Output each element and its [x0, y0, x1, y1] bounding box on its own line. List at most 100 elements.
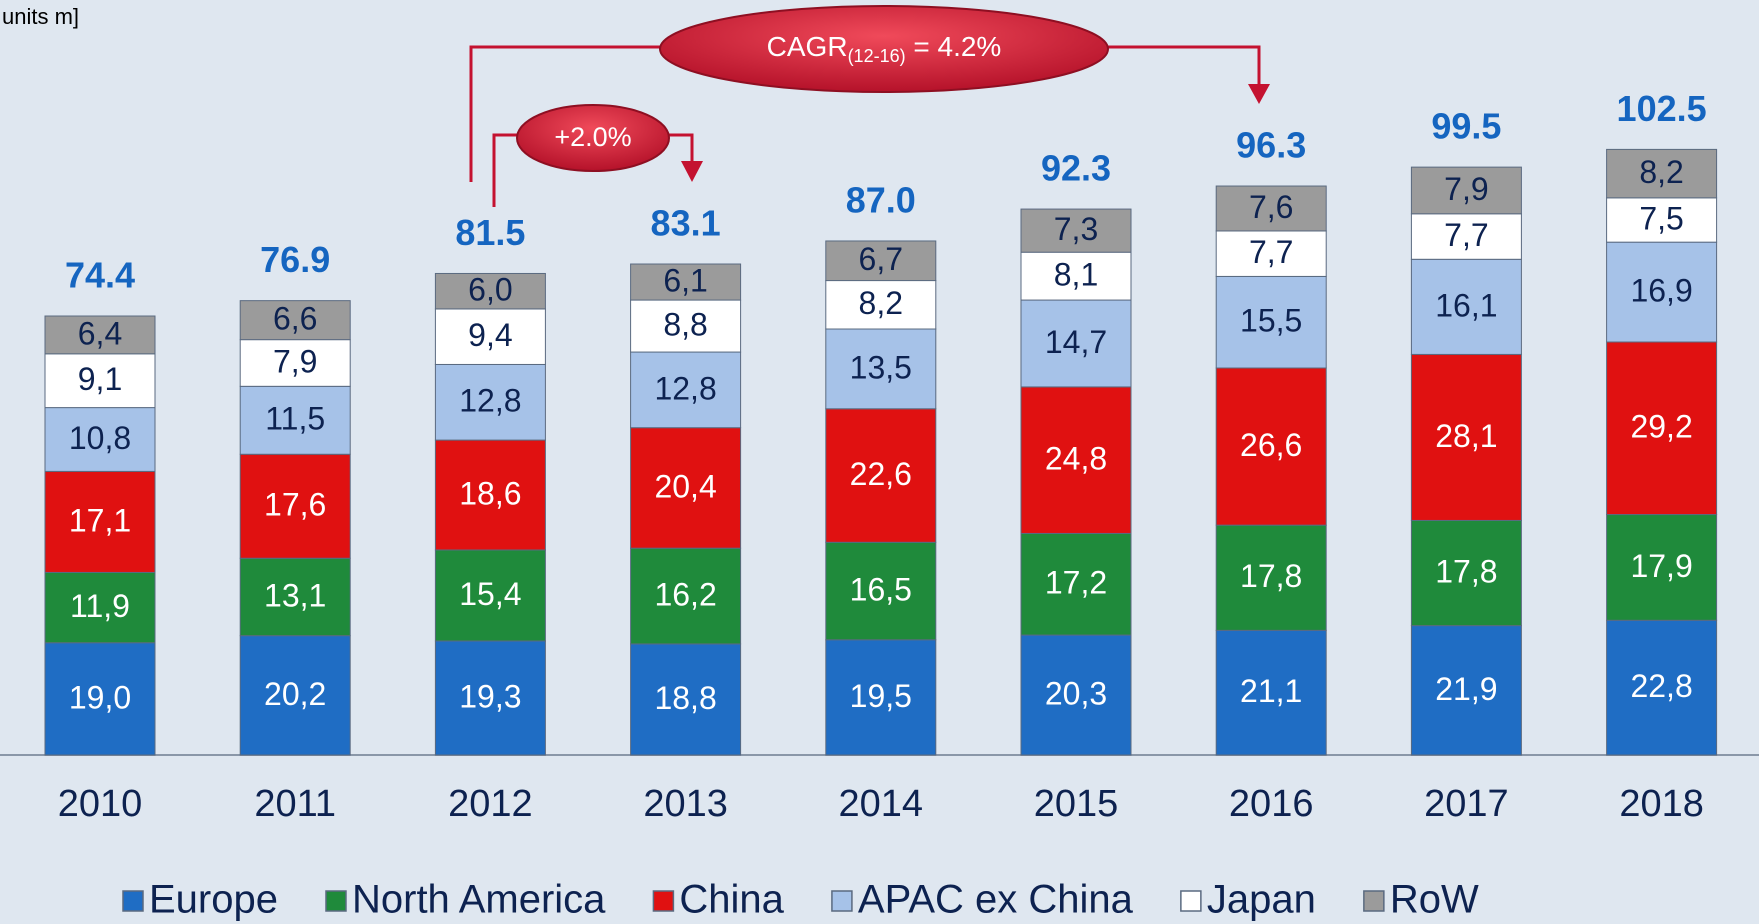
legend-label: RoW — [1390, 878, 1479, 922]
bar-segment — [434, 363, 546, 441]
cagr-subscript: (12-16) — [848, 46, 906, 66]
x-tick-label: 2012 — [448, 783, 533, 825]
bar-segment — [1020, 299, 1132, 388]
legend-label: China — [679, 878, 784, 922]
cagr-bubble — [659, 5, 1109, 93]
bar-segment — [1606, 241, 1718, 343]
value-label: 17,8 — [1240, 558, 1302, 594]
value-label: 7,7 — [1249, 234, 1293, 270]
x-tick-label: 2010 — [58, 783, 143, 825]
bar-segment — [1410, 166, 1522, 215]
bar-segment — [239, 385, 351, 455]
total-label: 102.5 — [1617, 88, 1707, 129]
value-label: 6,4 — [78, 315, 122, 351]
value-label: 8,2 — [859, 285, 903, 321]
value-label: 8,2 — [1639, 154, 1683, 190]
value-label: 20,4 — [654, 468, 716, 504]
value-label: 19,0 — [69, 679, 131, 715]
x-tick-label: 2018 — [1619, 783, 1704, 825]
value-label: 16,2 — [654, 577, 716, 613]
value-label: 26,6 — [1240, 427, 1302, 463]
growth-connector — [492, 133, 520, 207]
arrowhead — [681, 161, 703, 182]
bar-segment — [630, 351, 742, 429]
value-label: 13,1 — [264, 577, 326, 613]
bar-segment — [44, 571, 156, 644]
value-label: 21,9 — [1435, 671, 1497, 707]
value-label: 22,6 — [850, 456, 912, 492]
total-label: 87.0 — [846, 179, 916, 220]
bar-segment — [1606, 341, 1718, 516]
legend-label: Japan — [1207, 878, 1316, 922]
bar-segment — [44, 470, 156, 573]
value-label: 29,2 — [1630, 409, 1692, 445]
value-label: 17,1 — [69, 502, 131, 538]
value-label: 7,9 — [1444, 171, 1488, 207]
cagr-connector — [1106, 45, 1261, 86]
value-label: 13,5 — [850, 349, 912, 385]
bar-segment — [1606, 619, 1718, 756]
bar-segment — [434, 439, 546, 551]
value-label: 7,3 — [1054, 211, 1098, 247]
total-label: 83.1 — [651, 203, 721, 244]
chart-title: units m] — [2, 4, 79, 29]
value-label: 8,1 — [1054, 257, 1098, 293]
bar-segment — [630, 299, 742, 353]
value-label: 12,8 — [654, 370, 716, 406]
value-label: 14,7 — [1045, 324, 1107, 360]
bar-segment — [1410, 353, 1522, 521]
value-label: 19,3 — [459, 678, 521, 714]
bar-segment — [1215, 230, 1327, 277]
bar-segment — [1410, 519, 1522, 627]
value-label: 18,8 — [654, 680, 716, 716]
growth-connector — [666, 133, 694, 163]
bar-segment — [434, 272, 546, 310]
x-tick-label: 2015 — [1034, 783, 1119, 825]
bar-segment — [434, 308, 546, 365]
legend-swatch — [652, 890, 675, 912]
bar-segment — [1215, 524, 1327, 631]
value-label: 16,1 — [1435, 287, 1497, 323]
bar-segment — [239, 300, 351, 341]
total-label: 74.4 — [65, 255, 135, 296]
bar-segment — [1020, 251, 1132, 301]
value-label: 28,1 — [1435, 418, 1497, 454]
bar-segment — [239, 557, 351, 637]
legend-swatch — [1180, 890, 1202, 912]
bar-segment — [1410, 625, 1522, 756]
legend-swatch — [325, 890, 347, 912]
value-label: 15,5 — [1240, 303, 1302, 339]
value-label: 16,5 — [850, 571, 912, 607]
value-label: 6,1 — [663, 262, 707, 298]
bar-segment — [239, 339, 351, 387]
arrowhead — [1248, 84, 1270, 104]
bar-segment — [1606, 514, 1718, 621]
value-label: 18,6 — [459, 475, 521, 511]
value-label: 17,6 — [264, 487, 326, 523]
bar-segment — [1215, 629, 1327, 756]
growth-label: +2.0% — [554, 122, 631, 152]
bar-segment — [1020, 634, 1132, 756]
value-label: 6,6 — [273, 301, 317, 337]
x-tick-label: 2014 — [839, 783, 924, 825]
value-label: 19,5 — [850, 678, 912, 714]
bar-segment — [630, 547, 742, 645]
cagr-connector — [469, 45, 662, 182]
value-label: 17,9 — [1630, 548, 1692, 584]
x-tick-label: 2016 — [1229, 783, 1314, 825]
value-label: 16,9 — [1630, 273, 1692, 309]
bar-segment — [825, 328, 937, 410]
cagr-text: CAGR — [767, 31, 848, 62]
value-label: 20,2 — [264, 676, 326, 712]
value-label: 17,8 — [1435, 553, 1497, 589]
value-label: 6,7 — [859, 241, 903, 277]
bar-segment — [630, 427, 742, 549]
bar-segment — [434, 640, 546, 756]
bar-segment — [239, 453, 351, 559]
bar-segment — [44, 642, 156, 756]
bar-segment — [1606, 148, 1718, 199]
total-label: 92.3 — [1041, 148, 1111, 189]
value-label: 20,3 — [1045, 675, 1107, 711]
